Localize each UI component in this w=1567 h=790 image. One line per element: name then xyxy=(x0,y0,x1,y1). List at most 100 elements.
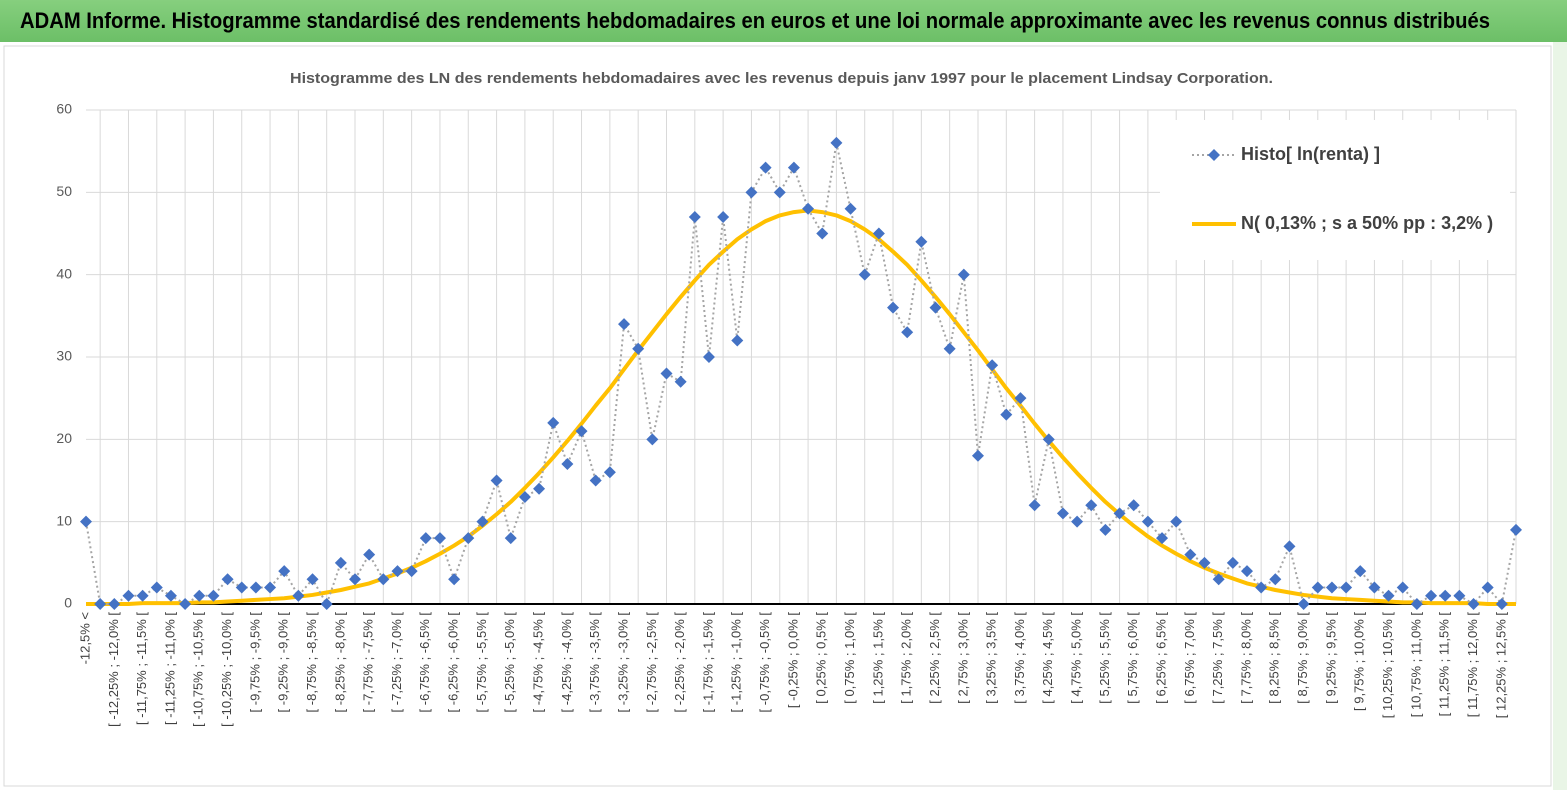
diamond-marker xyxy=(1071,515,1084,528)
diamond-marker xyxy=(1283,540,1296,553)
diamond-marker xyxy=(759,161,772,174)
diamond-marker xyxy=(1510,523,1522,536)
diamond-marker xyxy=(660,367,673,380)
header-bar xyxy=(0,0,1567,42)
diamond-marker xyxy=(1325,581,1338,594)
diamond-marker xyxy=(1255,581,1268,594)
x-tick-label: [ 8,75% ; 9,0% [ xyxy=(1295,612,1310,704)
diamond-marker xyxy=(306,573,319,586)
diamond-marker xyxy=(476,515,489,528)
diamond-marker xyxy=(943,342,956,355)
diamond-marker xyxy=(1467,598,1480,610)
x-tick-label: [ 0,25% ; 0,5% [ xyxy=(814,612,829,704)
diamond-marker xyxy=(1453,589,1466,602)
diamond-marker xyxy=(887,301,900,314)
diamond-marker xyxy=(207,589,220,602)
x-tick-label: [ 10,75% ; 11,0% [ xyxy=(1408,612,1423,718)
diamond-marker xyxy=(490,474,503,487)
diamond-marker xyxy=(1481,581,1494,594)
diamond-marker xyxy=(249,581,262,594)
diamond-marker xyxy=(419,532,432,545)
diamond-marker xyxy=(1170,515,1183,528)
x-tick-label: [ 11,75% ; 12,0% [ xyxy=(1465,612,1480,718)
diamond-marker xyxy=(787,161,800,174)
x-tick-label: [ -5,25% ; -5,0% [ xyxy=(502,612,517,713)
diamond-marker xyxy=(533,482,546,495)
diamond-marker xyxy=(164,589,177,602)
diamond-marker xyxy=(1198,556,1211,569)
x-tick-label: [ 9,25% ; 9,5% [ xyxy=(1323,612,1338,704)
x-tick-label: [ -9,75% ; -9,5% [ xyxy=(247,612,262,713)
diamond-marker xyxy=(802,202,815,215)
x-tick-label: [ 10,25% ; 10,5% [ xyxy=(1380,612,1395,719)
y-tick-label: 40 xyxy=(56,265,72,281)
diamond-marker xyxy=(1368,581,1381,594)
diamond-marker xyxy=(433,532,446,545)
diamond-marker xyxy=(674,375,687,388)
x-tick-label: [ 12,25% ; 12,5% [ xyxy=(1493,612,1508,719)
diamond-marker xyxy=(618,318,631,331)
x-tick-label: [ 11,25% ; 11,5% [ xyxy=(1437,612,1452,717)
x-tick-label: [ -5,75% ; -5,5% [ xyxy=(474,612,489,713)
x-tick-label: [ 9,75% ; 10,0% [ xyxy=(1352,612,1367,711)
x-tick-label: [ -11,25% ; -11,0% [ xyxy=(162,612,177,725)
x-tick-label: [ -10,25% ; -10,0% [ xyxy=(219,612,234,727)
legend-marker xyxy=(1208,149,1220,161)
x-tick-label: [ -2,25% ; -2,0% [ xyxy=(672,612,687,713)
x-tick-label: [ -11,75% ; -11,5% [ xyxy=(134,612,149,725)
legend-label: Histo[ ln(renta) ] xyxy=(1241,144,1380,164)
diamond-marker xyxy=(1156,532,1169,545)
diamond-marker xyxy=(589,474,602,487)
diamond-marker xyxy=(448,573,461,586)
x-tick-label: [ -0,25% ; 0,0% [ xyxy=(785,612,800,708)
diamond-marker xyxy=(1099,523,1112,536)
diamond-marker xyxy=(264,581,277,594)
diamond-marker xyxy=(816,227,829,240)
diamond-marker xyxy=(603,466,616,479)
diamond-marker xyxy=(278,565,291,578)
diamond-marker xyxy=(1425,589,1438,602)
x-tick-label: [ -6,25% ; -6,0% [ xyxy=(446,612,461,713)
diamond-marker xyxy=(1042,433,1055,446)
diamond-marker xyxy=(844,202,857,215)
diamond-marker xyxy=(405,565,418,578)
diamond-marker xyxy=(518,490,531,503)
y-tick-label: 50 xyxy=(56,183,72,199)
diamond-marker xyxy=(688,211,701,224)
diamond-marker xyxy=(872,227,885,240)
diamond-marker xyxy=(547,416,560,429)
diamond-marker xyxy=(1340,581,1353,594)
diamond-marker xyxy=(858,268,871,281)
diamond-marker xyxy=(1184,548,1197,561)
x-tick-label: [ -1,25% ; -1,0% [ xyxy=(729,612,744,713)
diamond-marker xyxy=(745,186,758,199)
diamond-marker xyxy=(1311,581,1324,594)
y-tick-label: 0 xyxy=(64,595,72,611)
header-title: ADAM Informe. Histogramme standardisé de… xyxy=(20,8,1490,33)
diamond-marker xyxy=(221,573,234,586)
diamond-marker xyxy=(1354,565,1367,578)
series-line xyxy=(86,208,1516,606)
diamond-marker xyxy=(830,136,843,149)
x-tick-label: [ 1,25% ; 1,5% [ xyxy=(870,612,885,704)
diamond-marker xyxy=(1141,515,1154,528)
diamond-marker xyxy=(561,458,574,471)
x-tick-label: [ -10,75% ; -10,5% [ xyxy=(191,612,206,727)
x-tick-label: [ -4,25% ; -4,0% [ xyxy=(559,612,574,713)
diamond-marker xyxy=(193,589,206,602)
diamond-marker xyxy=(377,573,390,586)
x-tick-label: [ -8,75% ; -8,5% [ xyxy=(304,612,319,713)
y-tick-label: 10 xyxy=(56,512,72,528)
x-tick-label: [ 3,25% ; 3,5% [ xyxy=(984,612,999,704)
x-tick-label: [ -6,75% ; -6,5% [ xyxy=(417,612,432,713)
diamond-marker xyxy=(1028,499,1041,512)
y-tick-label: 30 xyxy=(56,348,72,364)
diamond-marker xyxy=(334,556,347,569)
diamond-marker xyxy=(632,342,645,355)
diamond-marker xyxy=(1014,392,1027,405)
diamond-marker xyxy=(94,598,107,610)
x-tick-label: [ -7,75% ; -7,5% [ xyxy=(361,612,376,713)
side-strip xyxy=(1553,42,1567,790)
